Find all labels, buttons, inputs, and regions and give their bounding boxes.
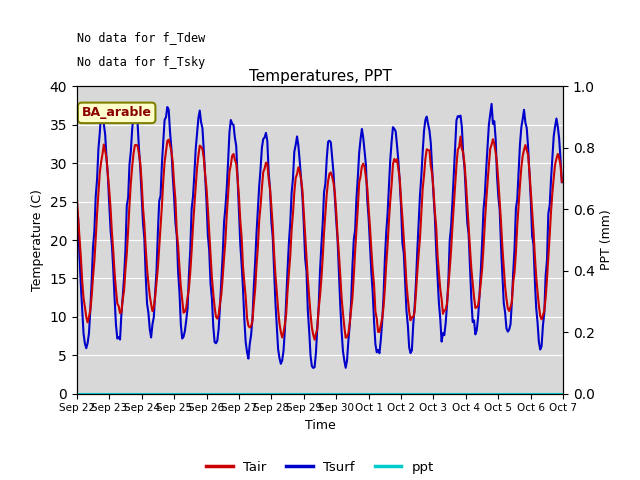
Legend: Tair, Tsurf, ppt: Tair, Tsurf, ppt <box>201 456 439 479</box>
Y-axis label: Temperature (C): Temperature (C) <box>31 189 44 291</box>
Text: BA_arable: BA_arable <box>82 107 152 120</box>
Text: No data for f_Tsky: No data for f_Tsky <box>77 56 205 69</box>
X-axis label: Time: Time <box>305 419 335 432</box>
Text: No data for f_Tdew: No data for f_Tdew <box>77 31 205 44</box>
Y-axis label: PPT (mm): PPT (mm) <box>600 210 614 270</box>
Title: Temperatures, PPT: Temperatures, PPT <box>248 69 392 84</box>
